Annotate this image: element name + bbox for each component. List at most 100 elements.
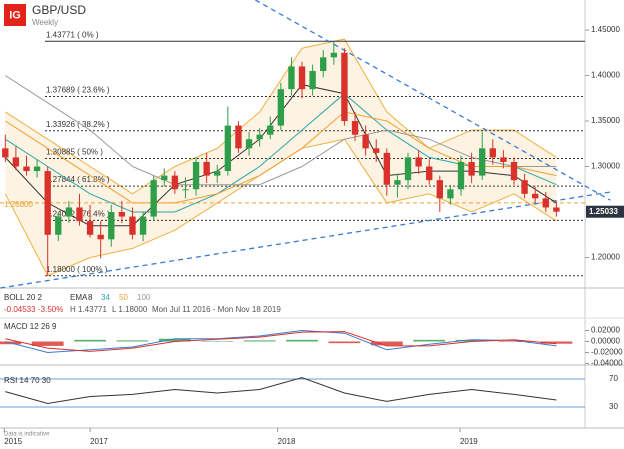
- candle-body: [192, 161, 200, 190]
- candle-body: [309, 70, 316, 90]
- histogram-bar: [455, 339, 488, 342]
- candle-body: [267, 125, 274, 135]
- symbol: GBP/USD: [32, 3, 86, 17]
- histogram-bar: [498, 341, 530, 343]
- candle-body: [55, 216, 62, 235]
- candle-body: [86, 221, 94, 235]
- ema-line: [5, 75, 557, 186]
- x-tick-label: 2015: [4, 437, 22, 446]
- histogram-bar: [413, 339, 446, 342]
- rsi-line: [5, 377, 557, 405]
- y-tick-label: 30: [609, 402, 618, 411]
- macd-line: [5, 329, 557, 354]
- candle-body: [394, 180, 401, 185]
- trendline: [0, 191, 611, 289]
- info-text: -3.50%: [38, 305, 63, 314]
- ema-line: [5, 93, 557, 213]
- logo-box: [4, 4, 26, 26]
- x-tick-label: 2019: [460, 437, 478, 446]
- level-label: 1.26000: [4, 200, 33, 209]
- trendline: [255, 0, 611, 201]
- y-tick-label: 1.45000: [591, 25, 620, 34]
- candle-body: [2, 148, 9, 158]
- histogram-bar: [201, 340, 234, 342]
- candle-body: [235, 125, 242, 149]
- candle-body: [510, 161, 518, 181]
- signal-line: [5, 331, 557, 352]
- y-tick-label: 1.40000: [591, 71, 620, 80]
- candle-body: [118, 212, 126, 217]
- fib-label: 1.30885 ( 50% ): [46, 148, 103, 157]
- candle-body: [500, 157, 507, 162]
- histogram-bar: [243, 340, 276, 342]
- candle-body: [362, 134, 369, 149]
- y-tick-label: 0.00000: [591, 337, 620, 346]
- fib-label: 1.43771 ( 0% ): [46, 30, 99, 39]
- candle-body: [288, 66, 295, 90]
- candle-body: [532, 193, 539, 199]
- candle-body: [553, 207, 560, 212]
- candle-body: [468, 161, 475, 176]
- boll-legend: BOLL 20 2: [4, 293, 43, 302]
- interval: Weekly: [32, 18, 58, 27]
- candle-body: [373, 148, 380, 153]
- histogram-bar: [540, 341, 573, 344]
- fib-label: 1.33926 ( 38.2% ): [46, 120, 110, 129]
- candle-body: [404, 157, 412, 181]
- y-tick-label: 1.30000: [591, 162, 620, 171]
- y-tick-label: 0.02000: [591, 326, 620, 335]
- y-tick-label: -0.02000: [591, 348, 623, 357]
- legend-entry: 8: [88, 293, 93, 302]
- candle-body: [203, 161, 210, 176]
- fib-label: 1.18000 ( 100% ): [46, 265, 108, 274]
- candle-body: [298, 66, 306, 90]
- candle-body: [44, 171, 51, 235]
- candle-body: [129, 216, 136, 235]
- price-tag-label: 1.25033: [589, 207, 618, 216]
- candle-body: [65, 207, 73, 217]
- candle-body: [341, 52, 348, 122]
- candle-body: [457, 161, 465, 190]
- candle-body: [415, 157, 422, 167]
- candle-body: [150, 180, 157, 217]
- histogram-bar: [158, 338, 191, 342]
- candle-body: [245, 139, 253, 149]
- candle-body: [182, 189, 189, 191]
- ema-line: [5, 111, 557, 204]
- candle-body: [447, 189, 454, 199]
- candle-body: [12, 157, 20, 167]
- ema-legend: EMA: [70, 293, 88, 302]
- histogram-bar: [116, 340, 149, 342]
- y-tick-label: 1.20000: [591, 253, 620, 262]
- price-tag: [586, 205, 624, 218]
- candle-body: [97, 234, 104, 240]
- histogram-bar: [286, 339, 318, 342]
- panel-title: MACD 12 26 9: [4, 322, 57, 331]
- candle-body: [521, 180, 528, 194]
- candle-body: [161, 175, 168, 181]
- legend-entry: 100: [137, 293, 151, 302]
- bollinger-upper: [5, 38, 557, 195]
- info-text: Mon Jul 11 2016 - Mon Nov 18 2019: [152, 305, 281, 314]
- legend-entry: 34: [101, 293, 110, 302]
- candle-body: [277, 89, 285, 126]
- histogram-bar: [31, 341, 64, 346]
- y-tick-label: 70: [609, 374, 618, 383]
- y-tick-label: 1.35000: [591, 116, 620, 125]
- candle-body: [171, 175, 179, 190]
- panel-title: RSI 14 70 30: [4, 376, 51, 385]
- info-text: L 1.18000: [112, 305, 148, 314]
- footer-note: Data is indicative: [4, 432, 50, 438]
- candle-body: [320, 57, 327, 71]
- candle-body: [426, 166, 433, 181]
- info-text: -0.04533: [4, 305, 36, 314]
- logo: IG: [9, 9, 21, 21]
- candle-body: [33, 166, 41, 172]
- candle-body: [139, 216, 147, 235]
- candle-body: [256, 134, 263, 140]
- histogram-bar: [328, 341, 361, 344]
- candle-body: [436, 180, 443, 199]
- x-tick-label: 2018: [278, 437, 296, 446]
- candle-body: [330, 52, 338, 58]
